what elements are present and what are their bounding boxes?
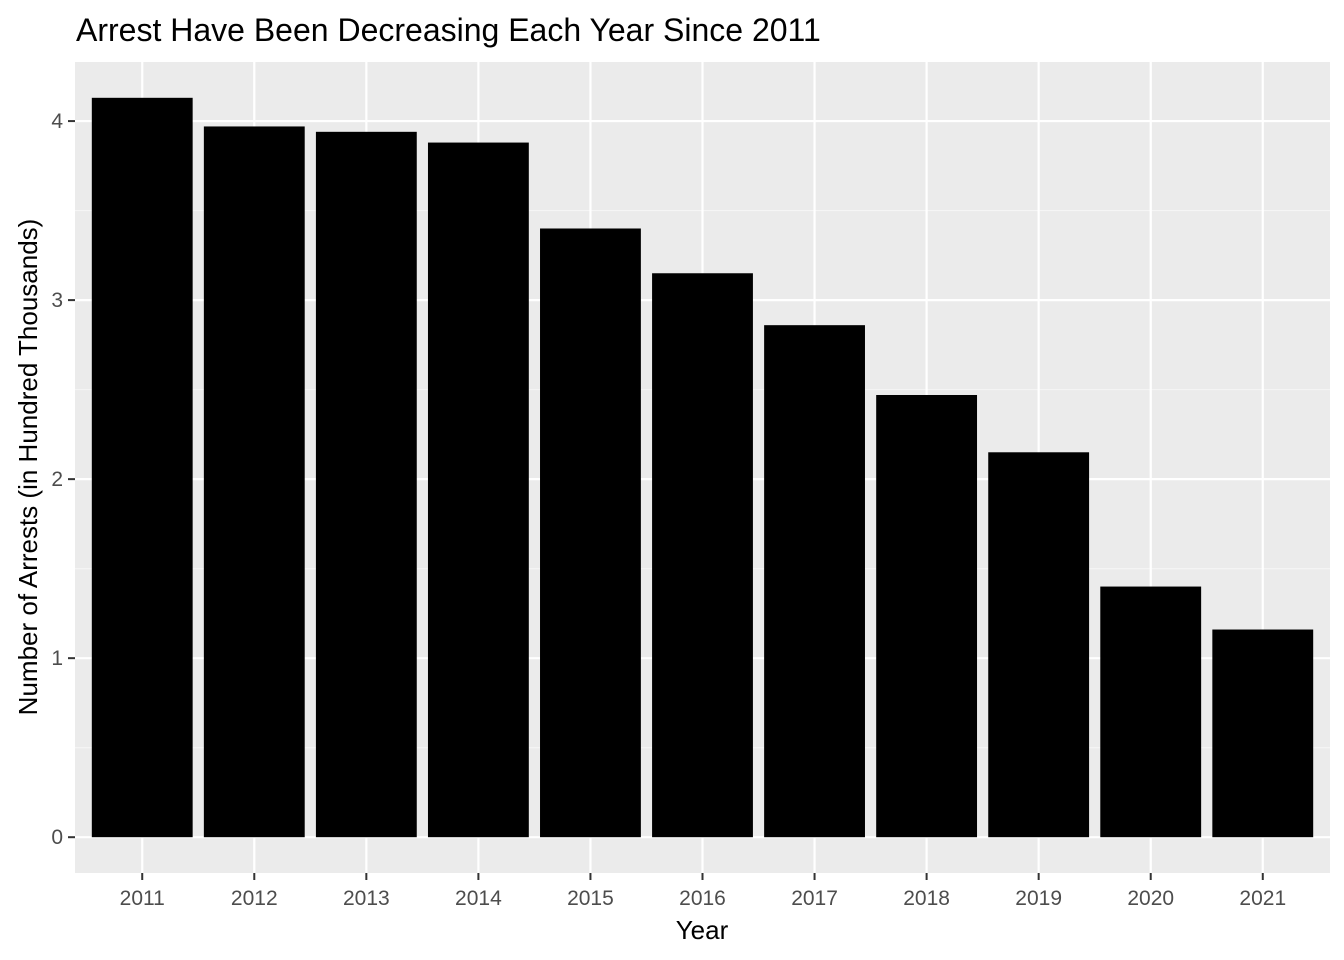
x-tick-label: 2014 [455,887,502,910]
bar-2012 [203,126,305,838]
bar-2017 [764,325,865,838]
x-tick-label: 2017 [791,887,838,910]
y-axis-title: Number of Arrests (in Hundred Thousands) [13,219,43,716]
chart-title: Arrest Have Been Decreasing Each Year Si… [76,12,821,48]
bar-2020 [1100,586,1202,838]
x-tick-label: 2011 [120,887,165,910]
y-tick-label: 4 [51,110,63,133]
bars [91,97,1314,838]
x-tick-label: 2012 [231,887,278,910]
x-tick-label: 2015 [567,887,614,910]
y-tick-label: 2 [51,468,63,491]
x-axis-title: Year [676,915,729,945]
bar-2011 [91,97,193,838]
y-axis-ticks: 0 1 2 3 4 [51,110,75,849]
x-tick-label: 2019 [1015,887,1062,910]
bar-2014 [427,142,529,838]
y-tick-label: 0 [51,826,63,849]
x-tick-label: 2016 [679,887,726,910]
x-tick-label: 2020 [1127,887,1174,910]
bar-2019 [988,452,1090,838]
bar-2018 [876,394,978,838]
bar-2021 [1212,629,1314,838]
bar-2016 [652,273,753,838]
x-tick-label: 2021 [1239,887,1286,910]
x-axis-ticks: 2011 2012 2013 2014 2015 2016 2017 2018 2019 2020… [120,873,1286,910]
bar-2013 [315,131,417,838]
y-tick-label: 3 [51,289,63,312]
x-tick-label: 2013 [343,887,390,910]
x-tick-label: 2018 [903,887,950,910]
bar-2015 [540,228,641,838]
y-tick-label: 1 [51,647,63,670]
